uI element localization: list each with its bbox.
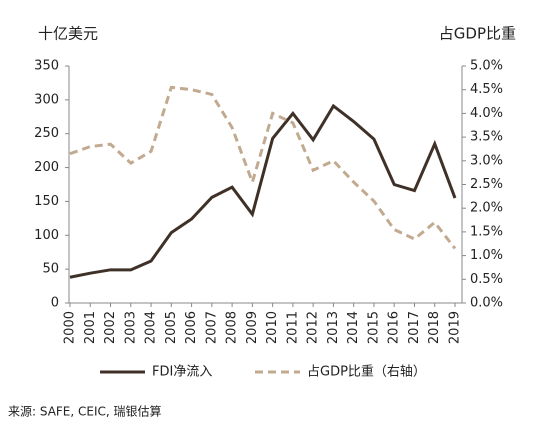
- y-tick-label: 250: [34, 126, 59, 141]
- y2-tick-label: 5.0%: [470, 59, 503, 74]
- x-tick-label: 2006: [184, 311, 199, 344]
- y2-tick-label: 3.0%: [470, 153, 503, 168]
- x-tick-label: 2007: [204, 311, 219, 344]
- x-tick-label: 2005: [164, 311, 179, 344]
- y2-tick-label: 2.0%: [470, 201, 503, 216]
- x-tick-label: 2008: [225, 311, 240, 344]
- y2-tick-label: 2.5%: [470, 177, 503, 192]
- x-tick-label: 2011: [285, 311, 300, 344]
- y2-tick-label: 4.0%: [470, 106, 503, 121]
- y-tick-label: 0: [51, 296, 59, 311]
- source-note: 来源: SAFE, CEIC, 瑞银估算: [8, 404, 162, 419]
- y-tick-label: 150: [34, 194, 59, 209]
- x-tick-label: 2009: [245, 311, 260, 344]
- y2-tick-label: 0.5%: [470, 272, 503, 287]
- y-tick-label: 50: [42, 262, 59, 277]
- x-tick-label: 2001: [83, 311, 98, 344]
- x-tick-label: 2010: [265, 311, 280, 344]
- y2-tick-label: 3.5%: [470, 130, 503, 145]
- y-axis-title: 十亿美元: [38, 25, 98, 43]
- x-tick-label: 2003: [123, 311, 138, 344]
- y-tick-label: 100: [34, 228, 59, 243]
- y2-tick-label: 1.0%: [470, 248, 503, 263]
- x-tick-label: 2004: [144, 311, 159, 344]
- legend-label: FDI净流入: [152, 365, 212, 380]
- x-tick-label: 2012: [306, 311, 321, 344]
- x-tick-label: 2015: [366, 311, 381, 344]
- y-tick-label: 200: [34, 160, 59, 175]
- legend-label: 占GDP比重（右轴）: [307, 364, 426, 380]
- y2-axis-title: 占GDP比重: [439, 25, 516, 43]
- x-tick-label: 2002: [103, 311, 118, 344]
- y2-tick-label: 4.5%: [470, 82, 503, 97]
- x-tick-label: 2017: [407, 311, 422, 344]
- y-tick-label: 300: [34, 92, 59, 107]
- x-tick-label: 2014: [346, 311, 361, 344]
- y2-tick-label: 1.5%: [470, 224, 503, 239]
- y2-tick-label: 0.0%: [470, 296, 503, 311]
- x-tick-label: 2016: [387, 311, 402, 344]
- y-tick-label: 350: [34, 59, 59, 74]
- series-line: [69, 103, 457, 279]
- x-tick-label: 2019: [448, 311, 463, 344]
- x-tick-label: 2018: [427, 311, 442, 344]
- x-tick-label: 2000: [63, 311, 78, 344]
- series-line: [69, 85, 457, 250]
- x-tick-label: 2013: [326, 311, 341, 344]
